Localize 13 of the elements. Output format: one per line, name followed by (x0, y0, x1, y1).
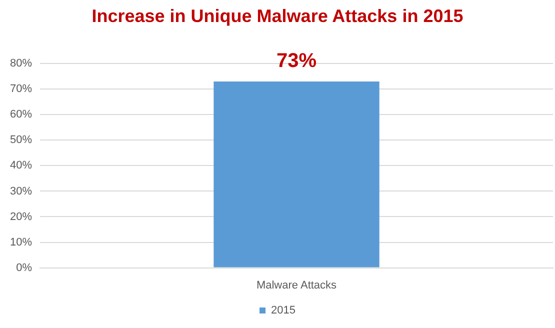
data-label: 73% (276, 50, 317, 72)
y-tick-label: 0% (16, 262, 32, 274)
y-tick-label: 30% (10, 185, 32, 198)
y-tick-label: 70% (10, 83, 32, 96)
y-tick-label: 50% (10, 134, 32, 146)
y-tick-label: 10% (10, 236, 32, 248)
y-tick-label: 60% (10, 108, 32, 121)
x-tick-label: Malware Attacks (256, 279, 338, 292)
y-tick-label: 80% (10, 58, 32, 70)
legend-label: 2015 (271, 304, 296, 317)
y-tick-label: 40% (10, 160, 32, 172)
chart-title: Increase in Unique Malware Attacks in 2015 (92, 6, 464, 26)
y-tick-label: 20% (10, 210, 32, 223)
